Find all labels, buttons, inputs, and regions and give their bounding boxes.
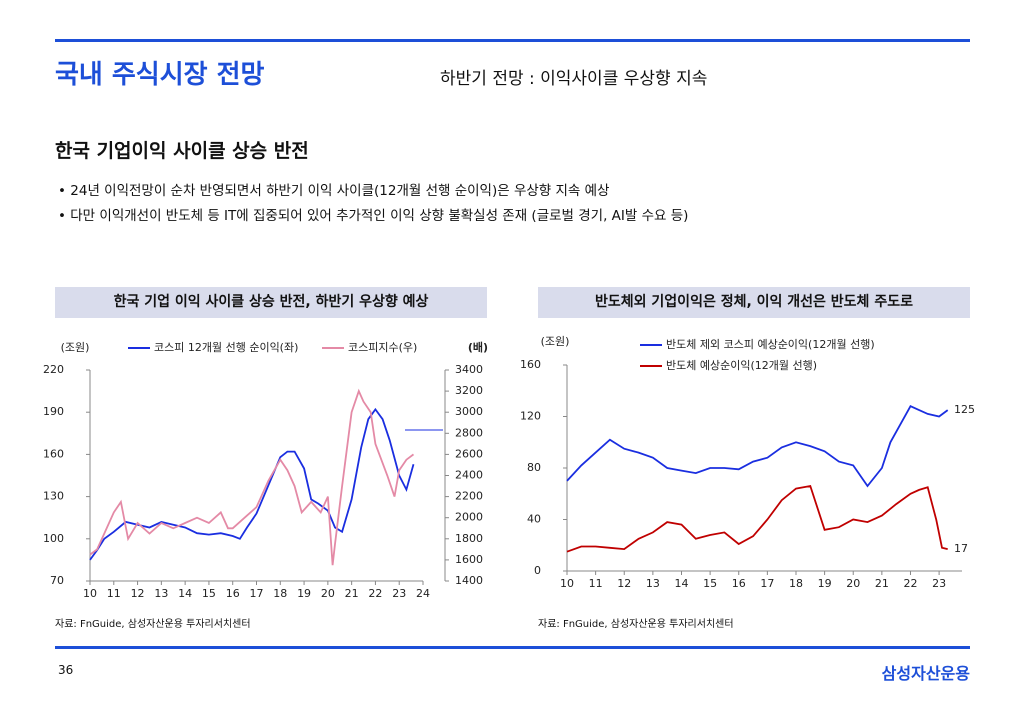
x-tick-label: 18 (789, 577, 803, 590)
y-tick-label: 160 (43, 447, 64, 460)
section-heading: 한국 기업이익 사이클 상승 반전 (55, 140, 309, 162)
x-tick-label: 19 (297, 587, 311, 600)
page-title: 국내 주식시장 전망 (55, 60, 265, 90)
y-tick-label: 40 (527, 513, 541, 526)
x-tick-label: 16 (732, 577, 746, 590)
y-tick-label: 220 (43, 363, 64, 376)
y2-tick-label: 2800 (455, 426, 483, 439)
x-tick-label: 22 (903, 577, 917, 590)
bullet: 다만 이익개선이 반도체 등 IT에 집중되어 있어 추가적인 이익 상향 불확… (58, 204, 688, 224)
y-tick-label: 100 (43, 532, 64, 545)
x-tick-label: 18 (273, 587, 287, 600)
chart-title: 반도체외 기업이익은 정체, 이익 개선은 반도체 주도로 (538, 287, 970, 318)
y2-tick-label: 3200 (455, 384, 483, 397)
y2-tick-label: 3400 (455, 363, 483, 376)
series-line (566, 484, 948, 553)
end-label: 125 (954, 403, 975, 416)
top-rule (55, 39, 970, 42)
x-tick-label: 23 (932, 577, 946, 590)
y2-tick-label: 1400 (455, 574, 483, 587)
x-tick-label: 13 (154, 587, 168, 600)
x-tick-label: 14 (674, 577, 688, 590)
y-tick-label: 160 (520, 358, 541, 371)
legend-label: 반도체 예상순이익(12개월 선행) (666, 359, 817, 372)
series-line (566, 405, 949, 488)
page-subtitle: 하반기 전망 : 이익사이클 우상향 지속 (440, 69, 708, 89)
source: 자료: FnGuide, 삼성자산운용 투자리서치센터 (55, 619, 251, 630)
x-tick-label: 11 (107, 587, 121, 600)
y2-tick-label: 3000 (455, 405, 483, 418)
x-tick-label: 11 (589, 577, 603, 590)
end-label: 17 (954, 542, 968, 555)
x-tick-label: 17 (250, 587, 264, 600)
chart-title: 한국 기업 이익 사이클 상승 반전, 하반기 우상향 예상 (55, 287, 487, 318)
y2-tick-label: 2400 (455, 469, 483, 482)
source: 자료: FnGuide, 삼성자산운용 투자리서치센터 (538, 619, 734, 630)
x-tick-label: 22 (368, 587, 382, 600)
y-tick-label: 70 (50, 574, 64, 587)
x-tick-label: 10 (83, 587, 97, 600)
x-tick-label: 21 (345, 587, 359, 600)
x-tick-label: 20 (846, 577, 860, 590)
x-tick-label: 13 (646, 577, 660, 590)
x-tick-label: 21 (875, 577, 889, 590)
y-axis-label: (조원) (61, 341, 90, 354)
legend-label: 반도체 제외 코스피 예상순이익(12개월 선행) (666, 338, 875, 351)
y-axis-label: (조원) (541, 335, 570, 348)
logo: 삼성자산운용 (881, 664, 970, 683)
x-tick-label: 15 (202, 587, 216, 600)
x-tick-label: 10 (560, 577, 574, 590)
y2-tick-label: 2000 (455, 511, 483, 524)
x-tick-label: 17 (760, 577, 774, 590)
series-line (89, 388, 415, 566)
x-tick-label: 19 (818, 577, 832, 590)
y-tick-label: 130 (43, 490, 64, 503)
x-tick-label: 24 (416, 587, 430, 600)
bottom-rule (55, 646, 970, 649)
x-tick-label: 20 (321, 587, 335, 600)
x-tick-label: 16 (226, 587, 240, 600)
y-tick-label: 190 (43, 405, 64, 418)
x-tick-label: 14 (178, 587, 192, 600)
y2-tick-label: 2600 (455, 447, 483, 460)
page-number: 36 (58, 663, 74, 677)
y2-tick-label: 2200 (455, 490, 483, 503)
y-tick-label: 0 (534, 564, 541, 577)
x-tick-label: 15 (703, 577, 717, 590)
bullet: 24년 이익전망이 순차 반영되면서 하반기 이익 사이클(12개월 선행 순이… (58, 179, 609, 199)
x-tick-label: 23 (392, 587, 406, 600)
y-tick-label: 120 (520, 410, 541, 423)
y-tick-label: 80 (527, 461, 541, 474)
legend-label: 코스피지수(우) (348, 341, 417, 354)
y2-axis-label: (배) (468, 340, 488, 354)
x-tick-label: 12 (617, 577, 631, 590)
y2-tick-label: 1600 (455, 553, 483, 566)
series-line (89, 407, 415, 561)
legend-label: 코스피 12개월 선행 순이익(좌) (154, 341, 298, 354)
x-tick-label: 12 (131, 587, 145, 600)
y2-tick-label: 1800 (455, 532, 483, 545)
